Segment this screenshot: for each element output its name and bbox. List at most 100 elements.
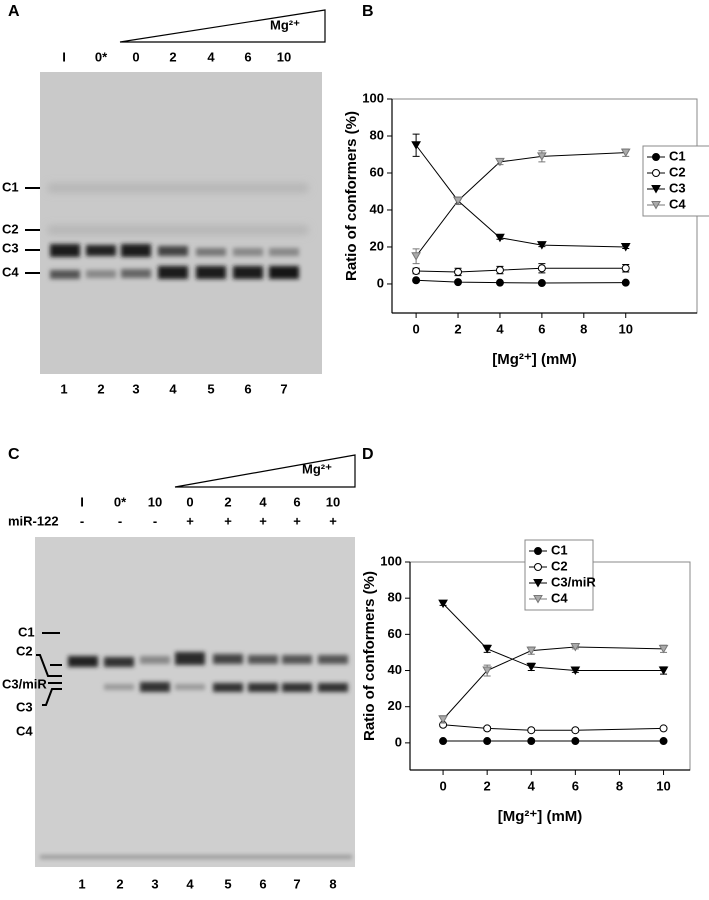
band-label: C3/miR [2,676,47,691]
marker [570,643,581,652]
faint-bands [48,184,308,234]
lane-number: 2 [116,876,123,891]
marker [533,579,543,588]
lane-label: I [62,49,66,64]
gradient-label: Mg²⁺ [270,17,300,32]
mir-sign: - [80,513,84,528]
band-ticks [36,632,62,706]
y-tick-label: 100 [362,90,384,105]
lane-label: I [80,494,84,509]
marker [537,264,546,273]
series [412,276,630,288]
marker [537,279,546,288]
marker [533,595,543,604]
panel-label: B [362,3,374,20]
band-ticks [25,187,40,274]
mir-sign: + [293,513,301,528]
gel-a: Mg²⁺ C1 C2 C3 C4 I 0* 0 2 4 6 10 1 2 3 4… [2,9,326,396]
series-line [415,144,626,248]
mir-sign: + [259,513,267,528]
mir-sign: + [186,513,194,528]
marker [571,737,580,746]
marker [652,169,660,177]
series-line [416,267,626,273]
x-tick-label: 6 [538,321,545,336]
mir-sign: - [118,513,122,528]
marker [483,724,492,733]
lane-label: 6 [244,49,251,64]
series [411,133,631,252]
lane-label: 10 [326,494,340,509]
lane-label: 0* [95,49,108,64]
lane-number: 3 [151,876,158,891]
legend-label: C4 [669,196,686,211]
marker [495,233,505,243]
band-label: C3 [2,240,19,255]
mir-sign: + [329,513,337,528]
marker [651,201,661,210]
panel-label: C [8,446,20,463]
lane-number: 6 [259,876,266,891]
series [412,263,630,277]
x-axis-label: [Mg²⁺] (mM) [498,808,583,825]
gradient-wedge [174,454,356,488]
lane-number: 1 [78,876,85,891]
marker [527,726,536,735]
marker [537,241,547,250]
x-tick-label: 4 [496,321,504,336]
lane-label: 4 [207,49,215,64]
legend-label: C2 [669,164,686,179]
panel-label: A [8,3,20,20]
gel-c: Mg²⁺ C1 C2 C3/miR C3 C4 miR-122 I 0* 10 … [2,454,356,891]
lane-label: 2 [224,494,231,509]
marker [495,157,505,167]
y-tick-label: 80 [370,127,384,142]
y-tick-label: 60 [370,164,384,179]
series-line [442,603,664,672]
series [439,720,668,735]
marker [659,737,668,746]
x-axis-label: [Mg²⁺] (mM) [492,351,577,368]
marker [454,278,463,287]
marker [495,278,504,287]
series [438,599,669,676]
y-tick-label: 80 [388,590,402,605]
band-label: C2 [2,221,19,236]
lane-number: 2 [97,381,104,396]
marker [659,724,668,733]
legend-label: C4 [551,590,568,605]
marker [537,152,547,161]
marker [652,153,660,161]
gel [35,537,355,867]
y-tick-label: 20 [388,698,402,713]
x-tick-label: 10 [656,778,670,793]
series [439,737,668,746]
y-tick-label: 100 [380,553,402,568]
faint-band [40,855,352,859]
x-tick-label: 8 [580,321,587,336]
marker [439,737,448,746]
marker [412,276,421,285]
y-tick-label: 0 [377,275,384,290]
marker [526,662,537,672]
series-line [415,152,626,257]
lane-number: 3 [132,381,139,396]
lane-label: 2 [169,49,176,64]
x-tick-label: 0 [412,321,419,336]
marker [658,644,669,654]
lane-label: 0* [114,494,127,509]
marker [482,644,493,654]
legend-label: C3/miR [551,574,596,589]
marker [620,242,631,252]
marker [411,141,421,150]
y-tick-label: 40 [388,662,402,677]
series [438,643,669,724]
lane-number: 1 [60,381,67,396]
lane-label: 10 [148,494,162,509]
x-tick-label: 6 [572,778,579,793]
lane-number: 5 [207,381,214,396]
